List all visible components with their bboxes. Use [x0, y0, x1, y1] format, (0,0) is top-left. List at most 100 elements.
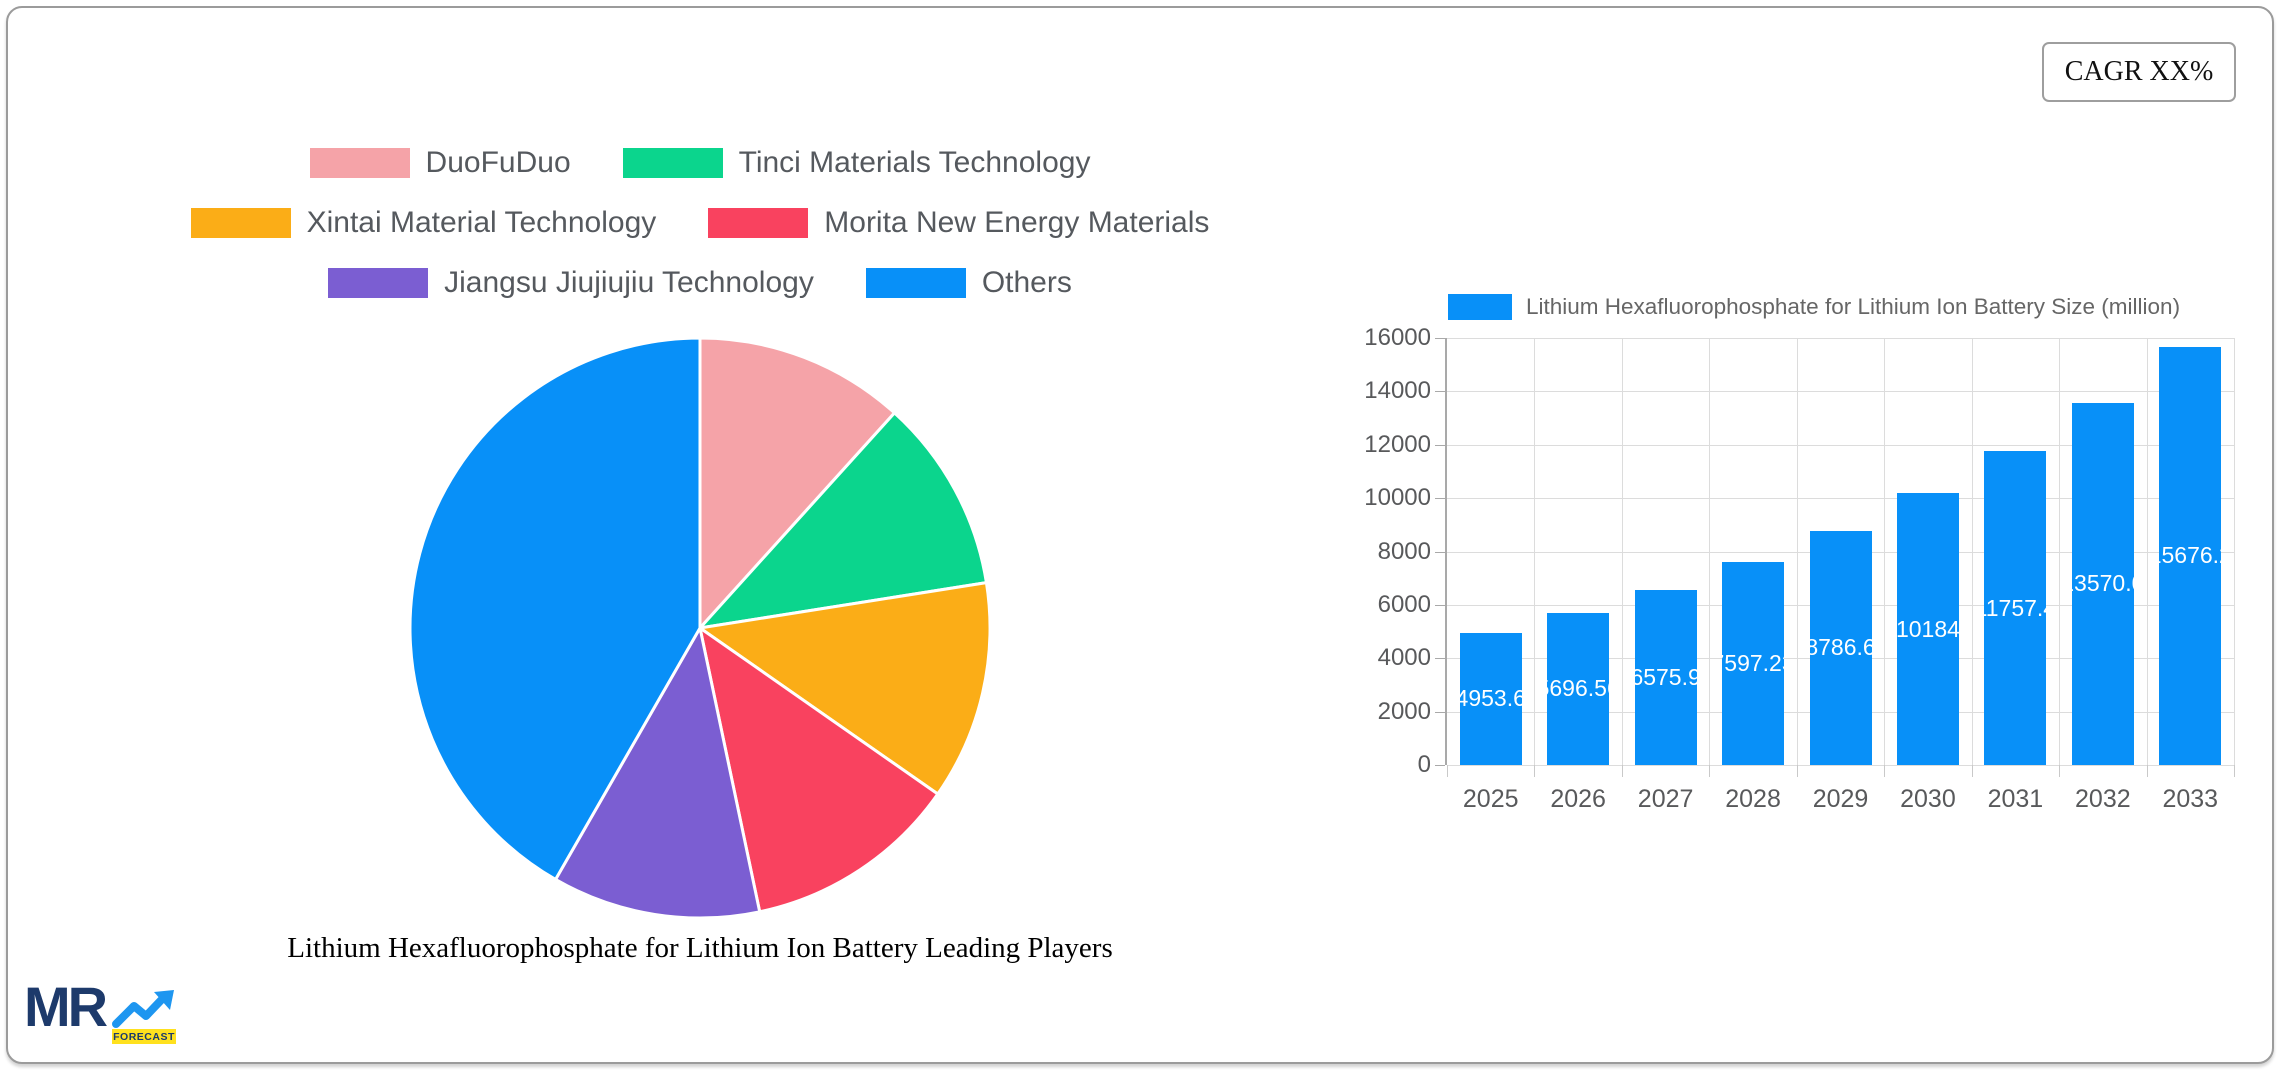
- y-axis-label: 10000: [1364, 484, 1431, 512]
- y-axis-label: 6000: [1377, 590, 1431, 618]
- legend-item-2[interactable]: Xintai Material Technology: [190, 206, 657, 240]
- y-tick: [1435, 604, 1445, 606]
- pie-slice-1[interactable]: [698, 411, 988, 630]
- x-tick: [2059, 765, 2061, 777]
- y-tick: [1435, 444, 1445, 446]
- x-tick: [1884, 765, 1886, 777]
- x-gridline: [1796, 338, 1798, 765]
- x-tick: [1447, 765, 1448, 777]
- x-gridline: [1709, 338, 1711, 765]
- bar-value-label: 15676.2: [2159, 542, 2221, 569]
- x-axis-label: 2026: [1550, 785, 1606, 813]
- pie-slice-2[interactable]: [698, 581, 992, 796]
- bar-value-label: 6575.9: [1634, 663, 1697, 690]
- bar-2027[interactable]: 6575.9: [1634, 589, 1697, 765]
- legend-label: Jiangsu Jiujiujiu Technology: [444, 266, 814, 299]
- y-axis-label: 4000: [1377, 644, 1431, 672]
- pie-slice-5[interactable]: [408, 336, 702, 881]
- y-gridline: [1447, 765, 2234, 766]
- bar-2031[interactable]: 11757.4: [1984, 451, 2047, 765]
- legend-row: Xintai Material Technology Morita New Ene…: [190, 206, 1209, 240]
- bar-chart-legend[interactable]: Lithium Hexafluorophosphate for Lithium …: [1448, 294, 2180, 320]
- x-tick: [1796, 765, 1798, 777]
- legend-row: Jiangsu Jiujiujiu Technology Others: [328, 266, 1072, 300]
- x-axis-label: 2025: [1462, 785, 1519, 813]
- legend-label: Morita New Energy Materials: [824, 206, 1210, 239]
- y-axis-label: 16000: [1364, 324, 1431, 351]
- pie-legend: DuoFuDuo Tinci Materials Technology Xintai…: [150, 146, 1250, 300]
- bar-chart-panel: Lithium Hexafluorophosphate for Lithium …: [1360, 288, 2250, 818]
- y-tick: [1435, 658, 1445, 660]
- legend-swatch-icon: [190, 208, 291, 238]
- x-axis-label: 2028: [1725, 785, 1781, 813]
- x-tick: [1709, 765, 1711, 777]
- y-gridline: [1447, 391, 2234, 393]
- legend-swatch-icon: [309, 148, 410, 178]
- y-tick: [1435, 391, 1445, 393]
- x-gridline: [2234, 338, 2235, 765]
- bar-2030[interactable]: 10184: [1896, 493, 1959, 765]
- legend-item-3[interactable]: Morita New Energy Materials: [708, 206, 1209, 240]
- legend-item-5[interactable]: Others: [865, 266, 1072, 300]
- x-tick: [2146, 765, 2148, 777]
- pie-slice-4[interactable]: [554, 626, 762, 920]
- legend-swatch-icon: [622, 148, 723, 178]
- bar-2033[interactable]: 15676.2: [2159, 346, 2222, 765]
- y-axis-label: 2000: [1377, 697, 1431, 725]
- pie-slice-3[interactable]: [698, 626, 940, 914]
- x-gridline: [2146, 338, 2148, 765]
- x-tick: [1971, 765, 1973, 777]
- logo-text: MR: [24, 975, 108, 1038]
- cagr-badge: CAGR XX%: [2042, 42, 2236, 102]
- x-axis-label: 2032: [2075, 785, 2131, 813]
- y-axis-label: 12000: [1364, 430, 1431, 458]
- x-tick: [2234, 765, 2235, 777]
- x-gridline: [1621, 338, 1623, 765]
- x-axis-label: 2031: [1987, 785, 2044, 813]
- y-tick: [1435, 338, 1445, 339]
- y-tick: [1435, 711, 1445, 713]
- x-axis-label: 2029: [1812, 785, 1869, 813]
- legend-label: Others: [981, 266, 1072, 299]
- bar-2029[interactable]: 8786.6: [1809, 530, 1872, 765]
- legend-swatch-icon: [708, 208, 809, 238]
- legend-label: Tinci Materials Technology: [738, 146, 1091, 179]
- legend-swatch-icon: [865, 268, 966, 298]
- legend-item-4[interactable]: Jiangsu Jiujiujiu Technology: [328, 266, 814, 300]
- bar-value-label: 11757.4: [1984, 594, 2046, 621]
- pie-chart-title: Lithium Hexafluorophosphate for Lithium …: [287, 932, 1113, 964]
- x-tick: [1621, 765, 1623, 777]
- y-gridline: [1447, 338, 2234, 339]
- y-axis-label: 8000: [1377, 537, 1431, 565]
- pie-chart-wrap: [404, 332, 996, 924]
- pie-chart: [408, 336, 992, 920]
- y-tick: [1435, 498, 1445, 500]
- logo-forecast-badge: FORECAST: [112, 1029, 176, 1044]
- cagr-label: CAGR XX%: [2064, 56, 2214, 87]
- x-tick: [1534, 765, 1536, 777]
- x-axis-label: 2027: [1637, 785, 1694, 813]
- y-axis-label: 14000: [1364, 377, 1431, 405]
- bar-value-label: 10184: [1896, 615, 1959, 642]
- legend-row: DuoFuDuo Tinci Materials Technology: [309, 146, 1091, 180]
- bar-chart-plot: 0 2000 4000 6000 8000 10000 12000 14000 16000 495…: [1364, 324, 2235, 813]
- trend-arrow-icon: [112, 990, 174, 1028]
- legend-item-0[interactable]: DuoFuDuo: [309, 146, 571, 180]
- bar-2025[interactable]: 4953.6: [1459, 632, 1522, 765]
- bar-value-label: 4953.6: [1459, 685, 1522, 712]
- pie-slice-0[interactable]: [698, 336, 896, 630]
- report-card: [6, 6, 2274, 1064]
- legend-label: Xintai Material Technology: [306, 206, 657, 239]
- x-axis-label: 2033: [2162, 785, 2219, 813]
- bar-legend-label: Lithium Hexafluorophosphate for Lithium …: [1526, 294, 2181, 319]
- y-gridline: [1447, 444, 2234, 446]
- legend-swatch-icon: [328, 268, 429, 298]
- y-tick: [1435, 765, 1445, 766]
- legend-item-1[interactable]: Tinci Materials Technology: [622, 146, 1091, 180]
